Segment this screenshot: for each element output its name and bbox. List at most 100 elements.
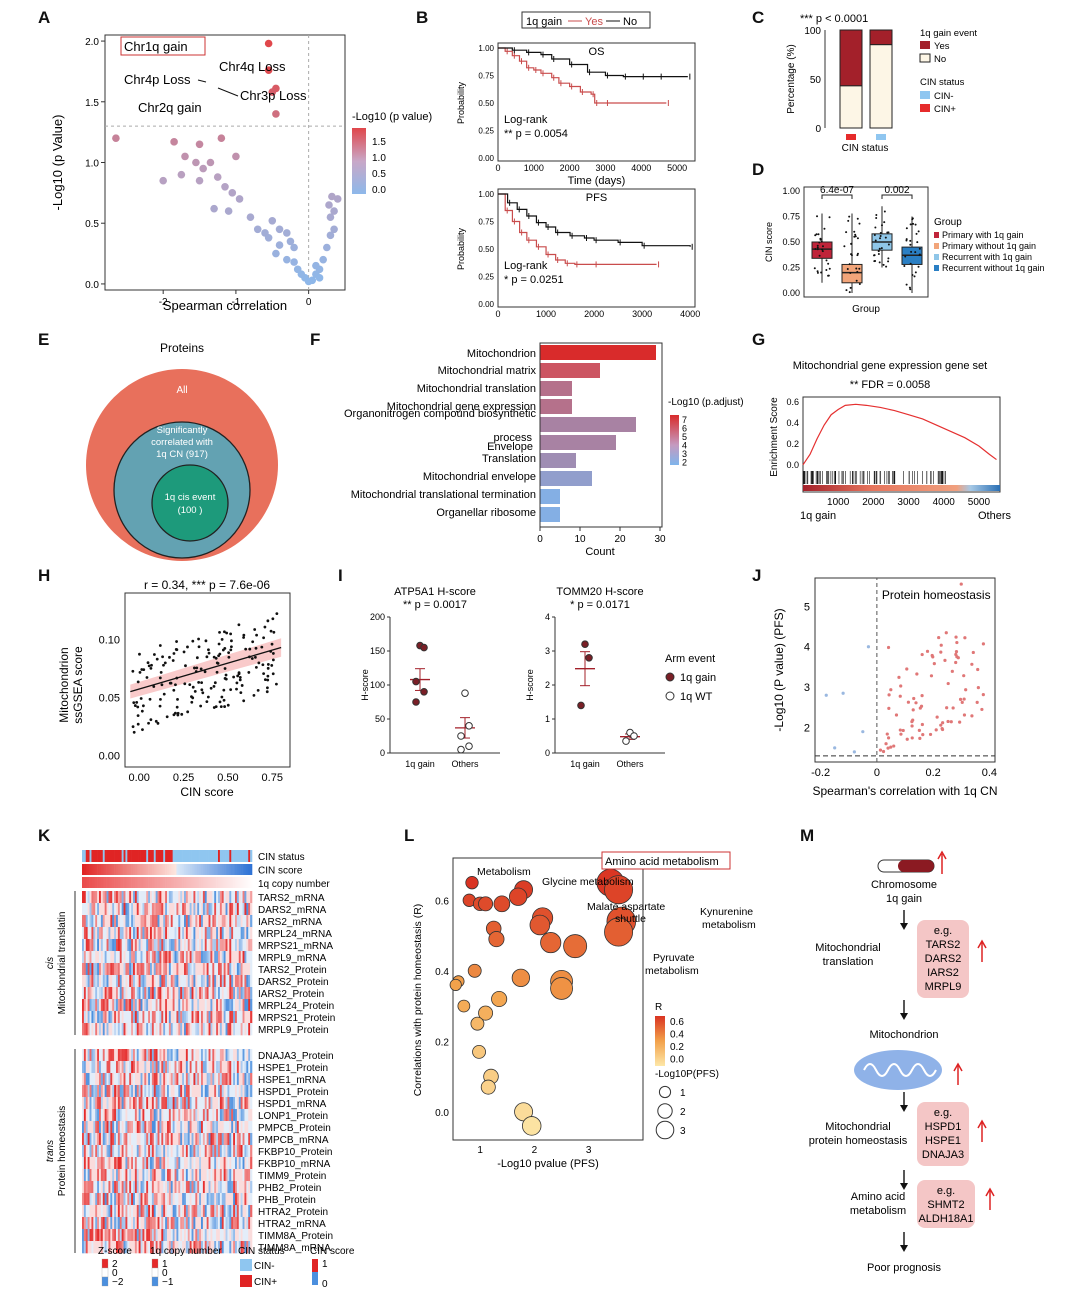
- heatmap-cell: [199, 999, 202, 1012]
- heatmap-cell: [216, 1241, 219, 1254]
- heatmap-cell: [212, 1169, 215, 1182]
- heatmap-cell: [121, 927, 124, 940]
- panel-label-d: D: [752, 160, 765, 179]
- heatmap-cell: [155, 1181, 158, 1194]
- cn-cell: [83, 877, 87, 888]
- heatmap-cell: [95, 999, 98, 1012]
- y-tick-label: 50: [375, 714, 385, 724]
- heatmap-cell: [210, 915, 213, 928]
- jitter-point: [879, 232, 882, 235]
- point: [238, 675, 242, 679]
- heatmap-cell: [117, 1241, 121, 1254]
- heatmap-cell: [83, 963, 87, 976]
- heatmap-cell: [248, 915, 251, 928]
- legend-cn-tick: −1: [162, 1277, 174, 1288]
- x-tick-label: 0.25: [173, 772, 194, 784]
- heatmap-cell: [180, 1097, 183, 1110]
- heatmap-cell: [231, 999, 234, 1012]
- point: [263, 625, 267, 629]
- point: [925, 649, 930, 653]
- heatmap-cell: [204, 951, 207, 964]
- heatmap-cell: [91, 1011, 94, 1024]
- point: [261, 663, 265, 667]
- heatmap-cell: [116, 1109, 119, 1122]
- heatmap-cell: [236, 987, 240, 1000]
- heatmap-cell: [184, 1023, 187, 1036]
- heatmap-cell: [236, 1157, 240, 1170]
- heatmap-cell: [206, 975, 209, 988]
- heatmap-cell: [172, 1145, 175, 1158]
- heatmap-cell: [165, 1241, 168, 1254]
- heatmap-cell: [133, 951, 136, 964]
- cn-cell: [100, 877, 104, 888]
- heatmap-cell: [236, 1109, 240, 1122]
- heatmap-cell: [244, 1205, 247, 1218]
- heatmap-cell: [250, 1133, 253, 1146]
- heatmap-cell: [106, 1109, 109, 1122]
- heatmap-cell: [223, 1061, 226, 1074]
- heatmap-cell: [178, 903, 181, 916]
- heatmap-cell: [233, 1121, 236, 1134]
- heatmap-cell: [150, 999, 153, 1012]
- heatmap-cell: [161, 903, 164, 916]
- heatmap-cell: [82, 1241, 85, 1254]
- heatmap-cell: [187, 1085, 190, 1098]
- heatmap-cell: [106, 927, 109, 940]
- point: [242, 633, 246, 637]
- heatmap-cell: [140, 903, 143, 916]
- heatmap-cell: [133, 1097, 136, 1110]
- heatmap-cell: [206, 951, 209, 964]
- legend-zscore-tick: 0: [112, 1268, 118, 1279]
- heatmap-cell: [87, 1157, 90, 1170]
- cin-score-cell: [144, 864, 147, 875]
- legend-wt: 1q WT: [680, 691, 713, 703]
- y-tick-label: 0: [815, 124, 821, 135]
- heatmap-cell: [195, 1181, 198, 1194]
- heatmap-cell: [121, 1145, 124, 1158]
- heatmap-cell: [131, 1217, 134, 1230]
- heatmap-cell: [187, 1181, 190, 1194]
- cis-circle: [151, 464, 229, 542]
- x-tick-label: Others: [616, 759, 644, 769]
- heatmap-cell: [244, 1157, 247, 1170]
- heatmap-cell: [83, 1205, 87, 1218]
- heatmap-cell: [248, 975, 251, 988]
- heatmap-cell: [87, 1097, 90, 1110]
- heatmap-cell: [112, 1023, 115, 1036]
- heatmap-cell: [82, 1193, 85, 1206]
- cn-cell: [189, 877, 192, 888]
- heatmap-cell: [106, 1205, 109, 1218]
- heatmap-cell: [236, 1121, 240, 1134]
- heatmap-cell: [176, 1229, 179, 1242]
- heatmap-cell: [178, 1241, 181, 1254]
- heatmap-cell: [210, 1023, 213, 1036]
- cin-score-cell: [218, 864, 221, 875]
- y-tick-label: 1.00: [478, 44, 494, 53]
- heatmap-cell: [229, 1049, 232, 1062]
- point: [139, 697, 143, 700]
- heatmap-cell: [91, 1205, 94, 1218]
- heatmap-cell: [125, 1097, 128, 1110]
- cn-cell: [99, 877, 102, 888]
- heatmap-cell: [208, 1121, 211, 1134]
- heatmap-cell: [219, 951, 223, 964]
- heatmap-cell: [185, 1011, 189, 1024]
- legend-swatch: [934, 265, 939, 271]
- heatmap-cell: [219, 1023, 223, 1036]
- heatmap-cell: [97, 987, 100, 1000]
- heatmap-cell: [127, 987, 130, 1000]
- data-point: [420, 643, 428, 652]
- heatmap-cell: [174, 1109, 177, 1122]
- cin-status-cell: [187, 850, 190, 862]
- cn-cell: [110, 877, 113, 888]
- heatmap-cell: [83, 999, 87, 1012]
- heatmap-cell: [116, 1073, 119, 1086]
- heatmap-cell: [212, 891, 215, 904]
- point: [921, 733, 925, 737]
- heatmap-cell: [157, 1097, 160, 1110]
- heatmap-cell: [172, 1073, 175, 1086]
- heatmap-cell: [102, 1205, 105, 1218]
- heatmap-cell: [125, 1049, 128, 1062]
- cin-status-cell: [176, 850, 179, 862]
- heatmap-cell: [140, 1193, 143, 1206]
